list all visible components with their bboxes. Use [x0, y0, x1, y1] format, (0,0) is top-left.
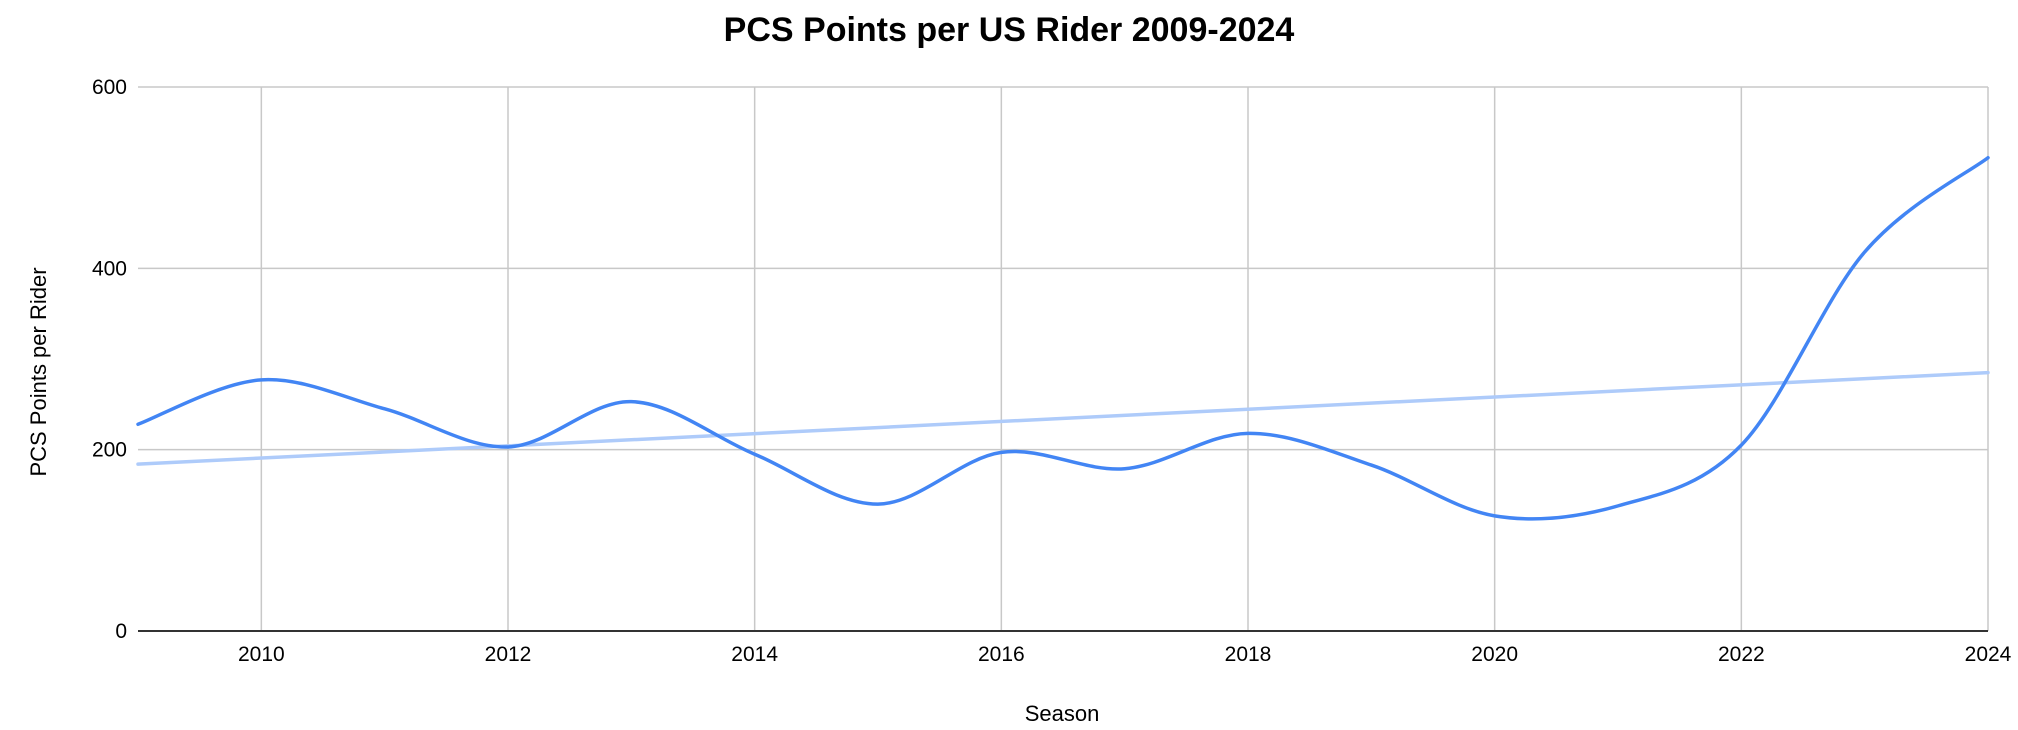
data-point [628, 399, 634, 405]
x-tick-label: 2020 [1471, 643, 1518, 666]
y-axis-label: PCS Points per Rider [26, 267, 51, 476]
x-axis-label: Season [1025, 701, 1100, 726]
x-tick-label: 2024 [1965, 643, 2012, 666]
data-point [135, 421, 141, 427]
data-point [752, 451, 758, 457]
x-tick-label: 2022 [1718, 643, 1765, 666]
data-point [1368, 462, 1374, 468]
data-point [382, 406, 388, 412]
data-point [258, 377, 264, 383]
y-tick-label: 600 [92, 76, 127, 99]
series-line [136, 155, 1990, 521]
x-tick-label: 2018 [1225, 643, 1272, 666]
chart-title: PCS Points per US Rider 2009-2024 [724, 11, 1295, 49]
data-point [1985, 155, 1991, 161]
series-layer [135, 155, 1991, 521]
y-tick-label: 200 [92, 439, 127, 462]
data-point [1862, 249, 1868, 255]
x-tick-label: 2012 [485, 643, 532, 666]
data-point [1492, 513, 1498, 519]
trendline [136, 370, 1990, 466]
data-point [1615, 503, 1621, 509]
data-point [1738, 442, 1744, 448]
y-tick-label: 0 [115, 620, 127, 643]
data-point [998, 449, 1004, 455]
data-point [505, 444, 511, 450]
data-point [1245, 430, 1251, 436]
y-tick-label: 400 [92, 257, 127, 280]
grid-lines [138, 86, 1989, 631]
x-tick-label: 2010 [238, 643, 285, 666]
x-tick-label: 2014 [731, 643, 778, 666]
data-point [1122, 466, 1128, 472]
data-point [875, 501, 881, 507]
trendline-layer [136, 370, 1990, 466]
x-tick-label: 2016 [978, 643, 1025, 666]
tick-labels: 0 200 400 600 2010 2012 2014 2016 2018 2020 2022 20… [92, 76, 2012, 666]
